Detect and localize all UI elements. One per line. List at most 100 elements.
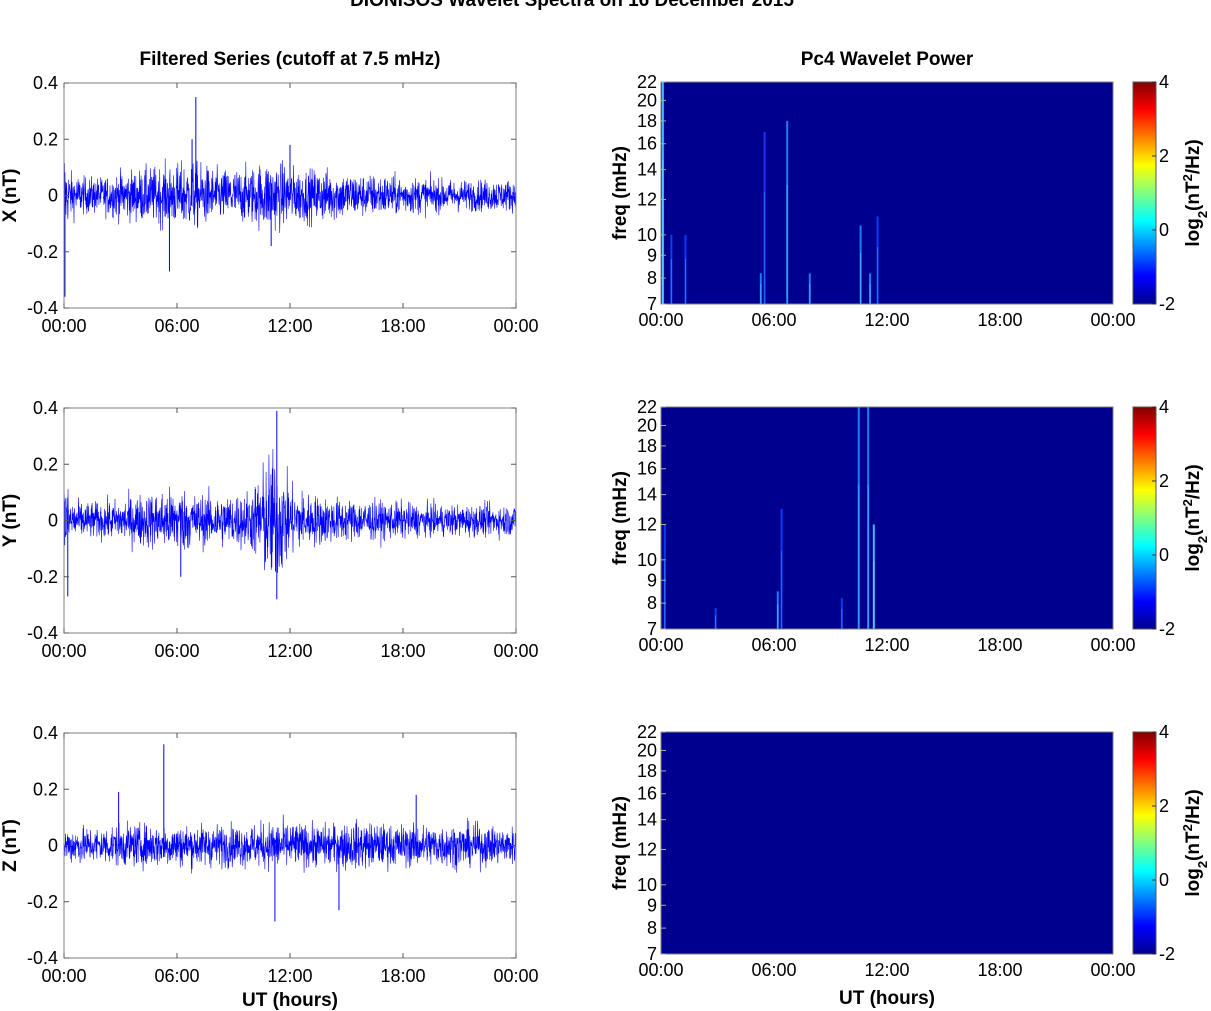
power-feature-4 bbox=[840, 598, 843, 629]
ytick-label: 8 bbox=[647, 918, 657, 938]
colorbar-label: log2(nT2/Hz) bbox=[1180, 139, 1210, 246]
right-xlabel: UT (hours) bbox=[839, 988, 935, 1009]
colorbar-tick-label: 0 bbox=[1159, 870, 1169, 890]
power-feature-core-4 bbox=[764, 192, 766, 304]
power-feature-core-1 bbox=[670, 259, 672, 304]
colorbar-tick-label: 2 bbox=[1159, 471, 1169, 491]
ytick-label: 10 bbox=[637, 225, 657, 245]
ytick-label: 0.4 bbox=[33, 398, 58, 418]
xtick-label: 12:00 bbox=[267, 966, 312, 986]
ytick-label: 12 bbox=[637, 515, 657, 535]
colorbar-gradient bbox=[1132, 406, 1157, 630]
colorbar-tick-label: 0 bbox=[1159, 545, 1169, 565]
power-feature-core-7 bbox=[873, 561, 875, 629]
ytick-label: -0.2 bbox=[27, 242, 58, 262]
colorbar: -2 0 2 4 log2(nT2/Hz) bbox=[1132, 72, 1210, 314]
ytick-label: 10 bbox=[637, 550, 657, 570]
panels: -0.4 -0.2 0 0.2 0.4 00:00 06:00 12:00 18:00 00:00… bbox=[0, 72, 1210, 986]
ytick-label: 7 bbox=[647, 294, 657, 314]
heatmap-background bbox=[661, 82, 1113, 304]
ytick-label: 8 bbox=[647, 268, 657, 288]
ytick-label: 14 bbox=[637, 160, 657, 180]
left-xlabel: UT (hours) bbox=[242, 990, 338, 1011]
power-feature-0 bbox=[663, 524, 666, 629]
axes-frame bbox=[660, 731, 1114, 955]
power-feature-core-8 bbox=[869, 284, 871, 304]
power-feature-core-6 bbox=[867, 484, 869, 629]
colorbar: -2 0 2 4 log2(nT2/Hz) bbox=[1132, 722, 1210, 964]
ylabel: X (nT) bbox=[0, 169, 21, 223]
ytick-label: 16 bbox=[637, 134, 657, 154]
ytick-label: 0.4 bbox=[33, 73, 58, 93]
power-feature-core-0 bbox=[664, 561, 666, 629]
ytick-label: -0.2 bbox=[27, 892, 58, 912]
ytick-label: 0 bbox=[48, 186, 58, 206]
xtick-label: 18:00 bbox=[380, 641, 425, 661]
xtick-label: 00:00 bbox=[638, 310, 683, 330]
ylabel: freq (mHz) bbox=[610, 471, 631, 565]
xtick-label: 06:00 bbox=[751, 635, 796, 655]
xtick-label: 12:00 bbox=[864, 635, 909, 655]
ytick-label: 20 bbox=[637, 90, 657, 110]
power-feature-2 bbox=[776, 591, 779, 629]
ytick-label: 16 bbox=[637, 459, 657, 479]
xtick-label: 12:00 bbox=[864, 960, 909, 980]
xtick-label: 00:00 bbox=[638, 635, 683, 655]
xtick-label: 06:00 bbox=[154, 641, 199, 661]
figure-title: DIONISOS Wavelet Spectra on 16 December … bbox=[350, 0, 794, 11]
power-feature-core-9 bbox=[877, 247, 879, 304]
power-feature-7 bbox=[859, 225, 862, 304]
power-feature-1 bbox=[714, 608, 717, 629]
colorbar-gradient bbox=[1132, 731, 1157, 955]
ytick-label: 10 bbox=[637, 875, 657, 895]
colorbar-tick-label: -2 bbox=[1159, 944, 1175, 964]
ytick-label: 9 bbox=[647, 895, 657, 915]
xtick-label: 18:00 bbox=[977, 310, 1022, 330]
power-feature-8 bbox=[869, 273, 872, 304]
colorbar-tick-label: 0 bbox=[1159, 220, 1169, 240]
ytick-label: 18 bbox=[637, 111, 657, 131]
ytick-label: 12 bbox=[637, 840, 657, 860]
timeseries-panel-y: -0.4 -0.2 0 0.2 0.4 00:00 06:00 12:00 18:00 00:00… bbox=[0, 398, 539, 661]
ytick-label: 9 bbox=[647, 570, 657, 590]
power-feature-9 bbox=[876, 216, 879, 304]
ytick-label: 0 bbox=[48, 836, 58, 856]
left-column-title: Filtered Series (cutoff at 7.5 mHz) bbox=[140, 49, 441, 70]
power-feature-core-7 bbox=[860, 252, 862, 304]
power-feature-3 bbox=[780, 508, 783, 629]
timeseries-panel-z: -0.4 -0.2 0 0.2 0.4 00:00 06:00 12:00 18:00 00:00… bbox=[0, 723, 539, 986]
xtick-label: 00:00 bbox=[493, 966, 538, 986]
xtick-label: 00:00 bbox=[493, 641, 538, 661]
colorbar-label: log2(nT2/Hz) bbox=[1180, 464, 1210, 571]
ytick-label: 20 bbox=[637, 740, 657, 760]
xtick-label: 06:00 bbox=[154, 966, 199, 986]
power-feature-core-5 bbox=[858, 484, 860, 629]
colorbar-tick-label: 4 bbox=[1159, 397, 1169, 417]
ytick-label: -0.4 bbox=[27, 623, 58, 643]
colorbar-tick-label: -2 bbox=[1159, 294, 1175, 314]
ytick-label: 12 bbox=[637, 190, 657, 210]
power-feature-core-2 bbox=[684, 259, 686, 304]
xtick-label: 18:00 bbox=[380, 316, 425, 336]
power-feature-core-4 bbox=[841, 609, 843, 629]
signal-line bbox=[63, 814, 517, 874]
colorbar-tick-label: 4 bbox=[1159, 722, 1169, 742]
power-feature-core-5 bbox=[786, 184, 788, 304]
signal-line bbox=[63, 448, 517, 573]
xtick-label: 00:00 bbox=[1090, 960, 1135, 980]
ytick-label: 22 bbox=[637, 397, 657, 417]
power-feature-6 bbox=[867, 407, 870, 629]
ytick-label: 16 bbox=[637, 784, 657, 804]
ylabel: freq (mHz) bbox=[610, 796, 631, 890]
power-feature-3 bbox=[759, 273, 762, 304]
xtick-label: 18:00 bbox=[977, 635, 1022, 655]
power-feature-core-6 bbox=[809, 284, 811, 304]
ytick-label: 14 bbox=[637, 485, 657, 505]
power-feature-5 bbox=[786, 120, 789, 305]
xtick-label: 00:00 bbox=[1090, 635, 1135, 655]
xtick-label: 00:00 bbox=[41, 316, 86, 336]
ytick-label: -0.2 bbox=[27, 567, 58, 587]
ylabel: freq (mHz) bbox=[610, 146, 631, 240]
ytick-label: -0.4 bbox=[27, 298, 58, 318]
